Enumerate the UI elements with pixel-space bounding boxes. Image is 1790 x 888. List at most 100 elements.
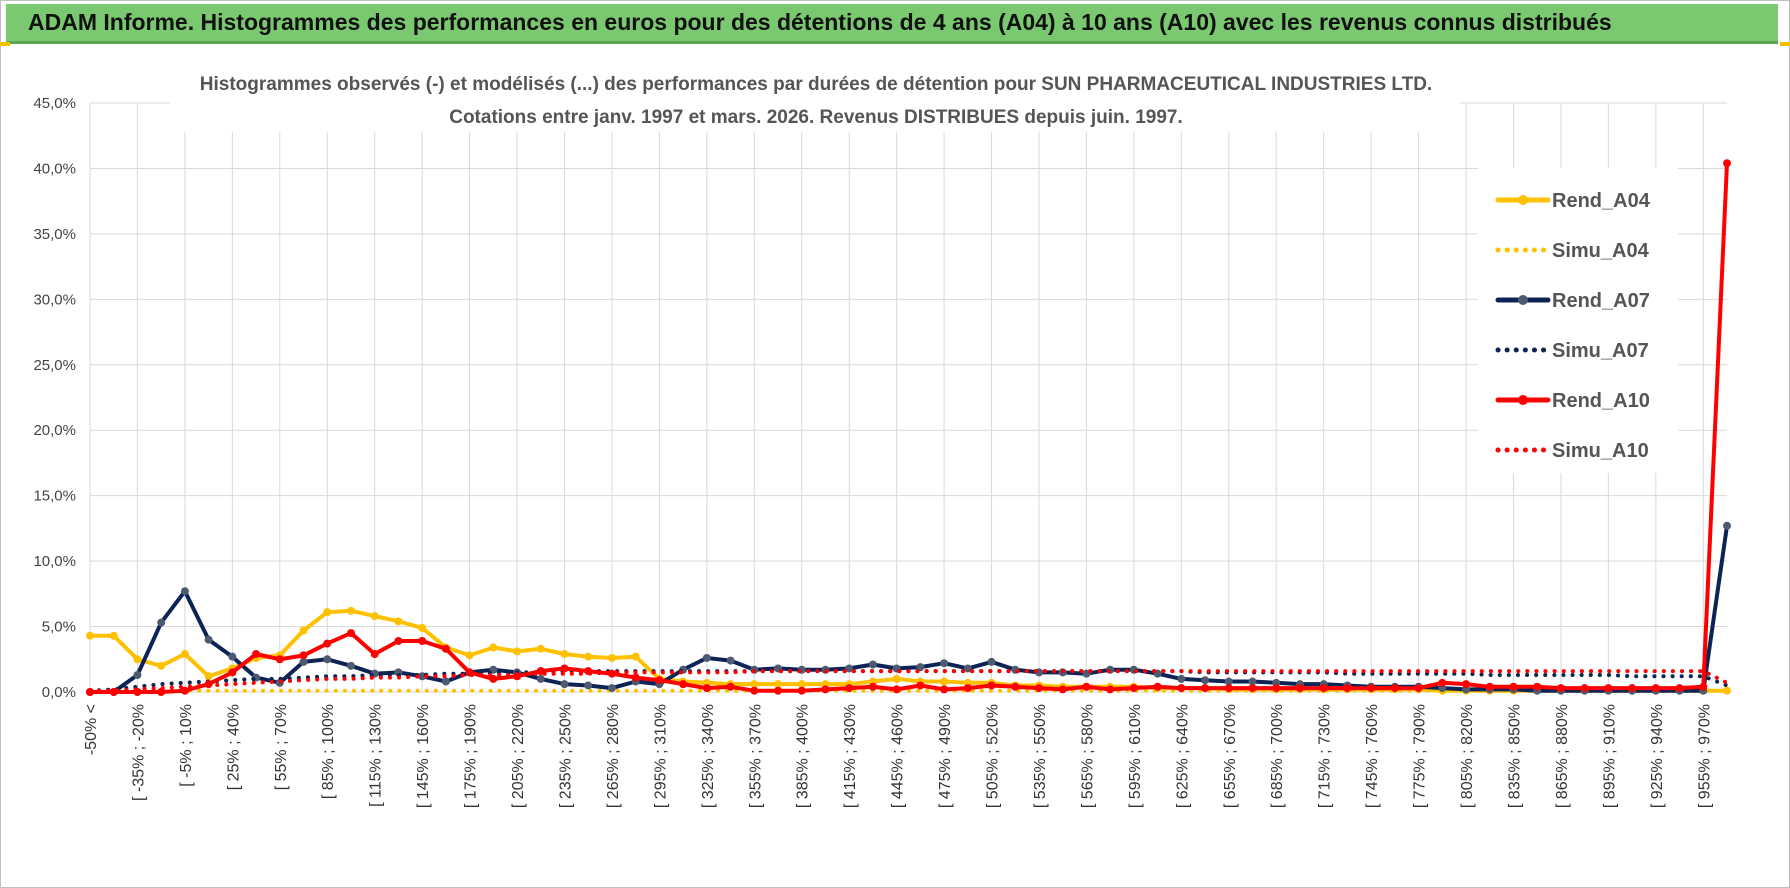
series-rend-a07-line — [88, 523, 1729, 694]
point-rend-a10 — [1272, 684, 1281, 693]
chart-title-backdrop — [170, 66, 1460, 132]
point-rend-a04 — [607, 653, 616, 662]
x-tick-label: [ 955% ; 970% — [1696, 704, 1713, 808]
legend-label-rend-a10: Rend_A10 — [1552, 390, 1650, 412]
point-rend-a10 — [1723, 159, 1731, 168]
legend-marker-rend-a10 — [1518, 395, 1528, 405]
point-rend-a10 — [370, 650, 379, 659]
point-rend-a10 — [323, 639, 332, 648]
y-tick-label: 40,0% — [33, 160, 76, 177]
legend-marker-rend-a07 — [1518, 295, 1528, 305]
point-rend-a04 — [1723, 686, 1731, 695]
point-rend-a04 — [513, 647, 522, 656]
point-rend-a07 — [963, 664, 972, 673]
x-tick-label: [ 115% ; 130% — [368, 704, 385, 807]
point-rend-a10 — [892, 685, 901, 694]
chart-series — [86, 159, 1731, 696]
point-rend-a10 — [1628, 684, 1637, 693]
point-rend-a10 — [726, 682, 735, 691]
x-tick-label: [ 25% ; 40% — [225, 704, 242, 790]
point-rend-a04 — [109, 631, 118, 640]
x-tick-label: [ 715% ; 730% — [1317, 704, 1334, 808]
chart-title: Histogrammes observés (-) et modélisés (… — [170, 66, 1460, 132]
point-rend-a10 — [441, 644, 450, 653]
point-rend-a10 — [1058, 685, 1067, 694]
y-tick-label: 30,0% — [33, 291, 76, 308]
point-rend-a10 — [750, 686, 759, 695]
point-rend-a10 — [1129, 684, 1138, 693]
corner-mark-right — [1780, 42, 1790, 46]
x-tick-label: [ 535% ; 550% — [1032, 704, 1049, 808]
x-tick-label: [ 655% ; 670% — [1222, 704, 1239, 808]
point-rend-a07 — [607, 684, 616, 693]
point-rend-a10 — [1153, 682, 1162, 691]
point-rend-a07 — [560, 680, 569, 689]
y-tick-label: 0,0% — [42, 684, 76, 701]
point-rend-a10 — [1295, 684, 1304, 693]
point-rend-a10 — [963, 684, 972, 693]
point-rend-a10 — [346, 629, 355, 638]
x-axis-ticks: -50% < [ -35% ; -20% [ -5% ; 10% [ 25% ; 40… — [83, 704, 1713, 808]
point-rend-a07 — [1224, 677, 1233, 686]
point-rend-a07 — [726, 656, 735, 665]
point-rend-a10 — [252, 650, 261, 659]
legend-label-rend-a04: Rend_A04 — [1552, 190, 1651, 212]
y-tick-label: 5,0% — [42, 619, 76, 636]
x-tick-label: [ 865% ; 880% — [1554, 704, 1571, 808]
series-simu-a10-line — [88, 669, 1729, 693]
series-rend-a10-line — [88, 161, 1729, 694]
point-rend-a07 — [346, 661, 355, 670]
legend-label-simu-a10: Simu_A10 — [1552, 440, 1649, 462]
chart-grid — [89, 102, 1727, 693]
chart-legend: Rend_A04 Simu_A04 Rend_A07 Simu_A07 Rend_A10… — [1478, 168, 1678, 473]
point-rend-a10 — [1034, 684, 1043, 693]
legend-label-rend-a07: Rend_A07 — [1552, 290, 1650, 312]
x-tick-label: [ 145% ; 160% — [415, 704, 432, 808]
point-rend-a10 — [1414, 684, 1423, 693]
chart-title-line: Histogrammes observés (-) et modélisés (… — [200, 74, 1432, 95]
x-tick-label: [ 925% ; 940% — [1649, 704, 1666, 808]
point-rend-a10 — [1651, 684, 1660, 693]
y-tick-label: 45,0% — [33, 95, 76, 112]
x-tick-label: [ 265% ; 280% — [605, 704, 622, 808]
point-rend-a04 — [180, 650, 189, 659]
point-rend-a10 — [1604, 684, 1613, 693]
point-rend-a04 — [346, 606, 355, 615]
point-rend-a04 — [323, 608, 332, 617]
report-banner: ADAM Informe. Histogrammes des performan… — [6, 4, 1778, 44]
point-rend-a10 — [1533, 682, 1542, 691]
point-rend-a10 — [1675, 684, 1684, 693]
point-rend-a10 — [1011, 682, 1020, 691]
point-rend-a07 — [418, 672, 427, 681]
point-rend-a07 — [536, 674, 545, 683]
point-rend-a10 — [1509, 682, 1518, 691]
point-rend-a10 — [1699, 682, 1708, 691]
x-tick-label: [ 85% ; 100% — [320, 704, 337, 799]
point-rend-a10 — [702, 684, 711, 693]
point-rend-a10 — [916, 681, 925, 690]
point-rend-a10 — [1390, 684, 1399, 693]
point-rend-a07 — [180, 587, 189, 596]
point-rend-a04 — [560, 650, 569, 659]
point-rend-a10 — [1319, 684, 1328, 693]
x-tick-label: [ 235% ; 250% — [557, 704, 574, 808]
banner-title: ADAM Informe. Histogrammes des performan… — [28, 9, 1612, 35]
x-tick-label: [ 55% ; 70% — [273, 704, 290, 790]
legend-marker-rend-a04 — [1518, 195, 1528, 205]
point-rend-a04 — [489, 643, 498, 652]
point-rend-a10 — [1438, 678, 1447, 687]
point-rend-a10 — [1485, 682, 1494, 691]
point-rend-a10 — [631, 673, 640, 682]
point-rend-a10 — [1224, 684, 1233, 693]
x-tick-label: [ 805% ; 820% — [1459, 704, 1476, 808]
point-rend-a10 — [228, 668, 237, 677]
point-rend-a04 — [86, 631, 94, 640]
point-rend-a10 — [157, 688, 166, 696]
y-tick-label: 35,0% — [33, 226, 76, 243]
point-rend-a07 — [916, 663, 925, 672]
point-rend-a04 — [133, 655, 142, 664]
point-rend-a10 — [1082, 682, 1091, 691]
point-rend-a04 — [536, 644, 545, 653]
point-rend-a04 — [157, 661, 166, 670]
point-rend-a10 — [1177, 684, 1186, 693]
